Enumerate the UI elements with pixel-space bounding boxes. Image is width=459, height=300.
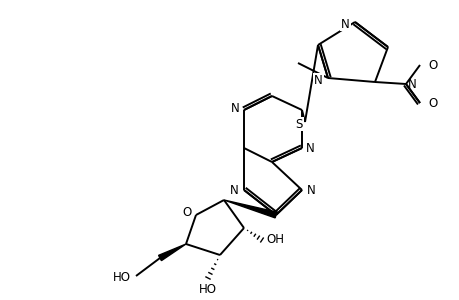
Text: HO: HO [199, 283, 217, 296]
Text: N: N [306, 184, 315, 196]
Text: HO: HO [113, 272, 131, 284]
Text: N: N [231, 101, 240, 115]
Polygon shape [224, 200, 276, 218]
Text: N: N [305, 142, 314, 154]
Text: O: O [427, 97, 437, 110]
Text: O: O [427, 58, 437, 71]
Text: N: N [407, 77, 416, 91]
Polygon shape [158, 244, 185, 261]
Text: OH: OH [265, 233, 283, 247]
Text: S: S [295, 118, 302, 130]
Text: N: N [341, 17, 349, 31]
Text: O: O [182, 206, 191, 220]
Text: N: N [230, 184, 239, 196]
Text: N: N [313, 74, 322, 86]
